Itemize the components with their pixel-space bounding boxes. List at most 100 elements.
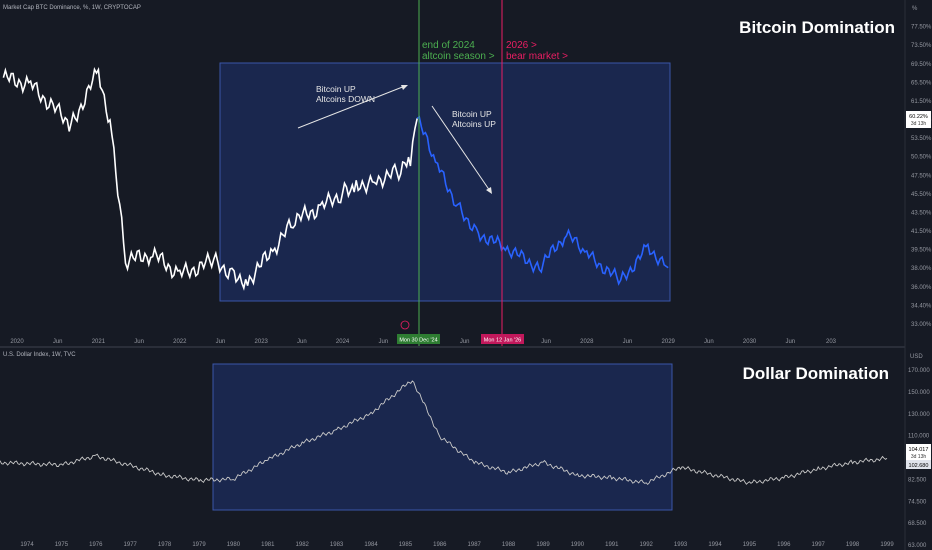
bottom-y-tick: 82.500 bbox=[908, 477, 927, 483]
bottom-x-tick: 1975 bbox=[55, 542, 69, 548]
red-label-line2: bear market > bbox=[506, 51, 568, 62]
bottom-x-tick: 1986 bbox=[433, 542, 447, 548]
bottom-y-tick: 130.000 bbox=[908, 412, 930, 418]
dxy-series bbox=[0, 380, 888, 486]
top-y-tick: 50.50% bbox=[911, 155, 932, 161]
green-label-line2: altcoin season > bbox=[422, 51, 495, 62]
bottom-x-tick: 1978 bbox=[158, 542, 172, 548]
top-y-tick: 45.50% bbox=[911, 192, 932, 198]
bottom-x-tick: 1987 bbox=[468, 542, 482, 548]
bottom-x-tick: 1984 bbox=[364, 542, 378, 548]
bottom-x-tick: 1983 bbox=[330, 542, 344, 548]
top-x-tick: Jun bbox=[216, 339, 226, 345]
bottom-x-tick: 1982 bbox=[296, 542, 310, 548]
top-x-tick: Jun bbox=[53, 339, 63, 345]
bottom-y-tick: 68.500 bbox=[908, 521, 927, 527]
red-label-line1: 2026 > bbox=[506, 40, 537, 51]
bottom-x-tick: 1988 bbox=[502, 542, 516, 548]
top-y-tick: 65.50% bbox=[911, 80, 932, 86]
bottom-x-tick: 1985 bbox=[399, 542, 413, 548]
top-y-axis: 77.50%73.50%69.50%65.50%61.50%57.50%53.5… bbox=[911, 25, 932, 328]
bottom-title: Dollar Domination bbox=[743, 364, 889, 383]
top-title: Bitcoin Domination bbox=[739, 18, 895, 37]
arrow-up-head bbox=[401, 85, 408, 90]
bottom-x-tick: 1981 bbox=[261, 542, 275, 548]
top-y-tick: 73.50% bbox=[911, 43, 932, 49]
bottom-x-tick: 1980 bbox=[227, 542, 241, 548]
bottom-y-tick: 150.000 bbox=[908, 390, 930, 396]
event-marker-icon[interactable] bbox=[400, 320, 410, 330]
bottom-price-tag-countdown: 3d 13h bbox=[911, 454, 927, 460]
top-unit-label: % bbox=[912, 6, 918, 12]
top-y-tick: 38.00% bbox=[911, 266, 932, 272]
red-axis-badge bbox=[481, 334, 524, 344]
annotation-up-line1: Bitcoin UP bbox=[316, 84, 356, 94]
bottom-x-tick: 1997 bbox=[812, 542, 826, 548]
red-axis-badge-text: Mon 12 Jan '26 bbox=[484, 338, 521, 344]
bottom-x-tick: 1974 bbox=[20, 542, 34, 548]
bottom-price-tag-value2: 102.680 bbox=[909, 463, 929, 469]
bottom-x-tick: 1989 bbox=[536, 542, 550, 548]
top-y-tick: 61.50% bbox=[911, 99, 932, 105]
top-x-tick: Jun bbox=[623, 339, 633, 345]
top-x-tick: Jun bbox=[134, 339, 144, 345]
bottom-x-tick: 1996 bbox=[777, 542, 791, 548]
annotation-down-line2: Altcoins UP bbox=[452, 119, 496, 129]
bottom-x-tick: 1991 bbox=[605, 542, 619, 548]
top-y-tick: 33.00% bbox=[911, 322, 932, 328]
bottom-x-tick: 1995 bbox=[743, 542, 757, 548]
green-axis-badge bbox=[397, 334, 440, 344]
bottom-price-tag bbox=[906, 444, 931, 460]
bottom-y-tick: 74.500 bbox=[908, 499, 927, 505]
bottom-price-tag-value: 104.017 bbox=[909, 447, 929, 453]
highlight-box-bottom bbox=[212, 363, 673, 511]
top-header: Market Cap BTC Dominance, %, 1W, CRYPTOC… bbox=[3, 5, 141, 11]
top-x-tick: 2028 bbox=[580, 339, 594, 345]
top-y-tick: 53.50% bbox=[911, 136, 932, 142]
top-x-tick: 2020 bbox=[10, 339, 24, 345]
bottom-x-axis: 1974 1975 1976 1977 1978 1979 1980 1981 1982 1983… bbox=[20, 542, 894, 548]
top-x-tick: 203 bbox=[826, 339, 837, 345]
top-x-tick: 2029 bbox=[662, 339, 676, 345]
btc-dominance-series bbox=[2, 66, 418, 291]
bottom-header: U.S. Dollar Index, 1W, TVC bbox=[3, 352, 76, 358]
arrow-down-head bbox=[486, 187, 492, 194]
top-x-tick: Jun bbox=[541, 339, 551, 345]
top-x-tick: 2021 bbox=[92, 339, 106, 345]
top-x-tick: Jun bbox=[378, 339, 388, 345]
bottom-x-tick: 1993 bbox=[674, 542, 688, 548]
top-price-tag-countdown: 3d 13h bbox=[911, 121, 927, 127]
top-x-tick: Jun bbox=[785, 339, 795, 345]
arrow-up-line bbox=[297, 85, 406, 129]
bottom-y-tick: 110.000 bbox=[908, 434, 930, 440]
green-axis-badge-text: Mon 30 Dec '24 bbox=[399, 338, 437, 344]
top-y-tick: 47.50% bbox=[911, 173, 932, 179]
top-x-tick: 2024 bbox=[336, 339, 350, 345]
bottom-price-tag-2 bbox=[906, 460, 931, 469]
bottom-x-tick: 1979 bbox=[192, 542, 206, 548]
panel-separator bbox=[0, 346, 905, 348]
top-price-tag-value: 60.22% bbox=[909, 114, 928, 120]
green-label-line1: end of 2024 bbox=[422, 40, 475, 51]
top-price-tag bbox=[906, 111, 931, 128]
top-y-tick: 69.50% bbox=[911, 62, 932, 68]
top-y-tick: 43.50% bbox=[911, 210, 932, 216]
bottom-unit-label: USD bbox=[910, 354, 923, 360]
top-x-tick: Jun bbox=[460, 339, 470, 345]
btc-projection-series bbox=[416, 115, 669, 286]
top-x-tick: Jun bbox=[704, 339, 714, 345]
top-y-tick: 36.00% bbox=[911, 285, 932, 291]
bottom-x-tick: 1977 bbox=[124, 542, 138, 548]
top-x-tick: 2030 bbox=[743, 339, 757, 345]
arrow-down-line bbox=[431, 105, 491, 192]
bottom-y-tick: 170.000 bbox=[908, 368, 930, 374]
bottom-x-tick: 1999 bbox=[880, 542, 894, 548]
top-y-tick: 39.50% bbox=[911, 248, 932, 254]
bottom-x-tick: 1998 bbox=[846, 542, 860, 548]
top-y-tick: 34.40% bbox=[911, 303, 932, 309]
bottom-x-tick: 1992 bbox=[640, 542, 654, 548]
bottom-x-tick: 1994 bbox=[708, 542, 722, 548]
annotation-down-line1: Bitcoin UP bbox=[452, 109, 492, 119]
top-y-tick: 41.50% bbox=[911, 229, 932, 235]
